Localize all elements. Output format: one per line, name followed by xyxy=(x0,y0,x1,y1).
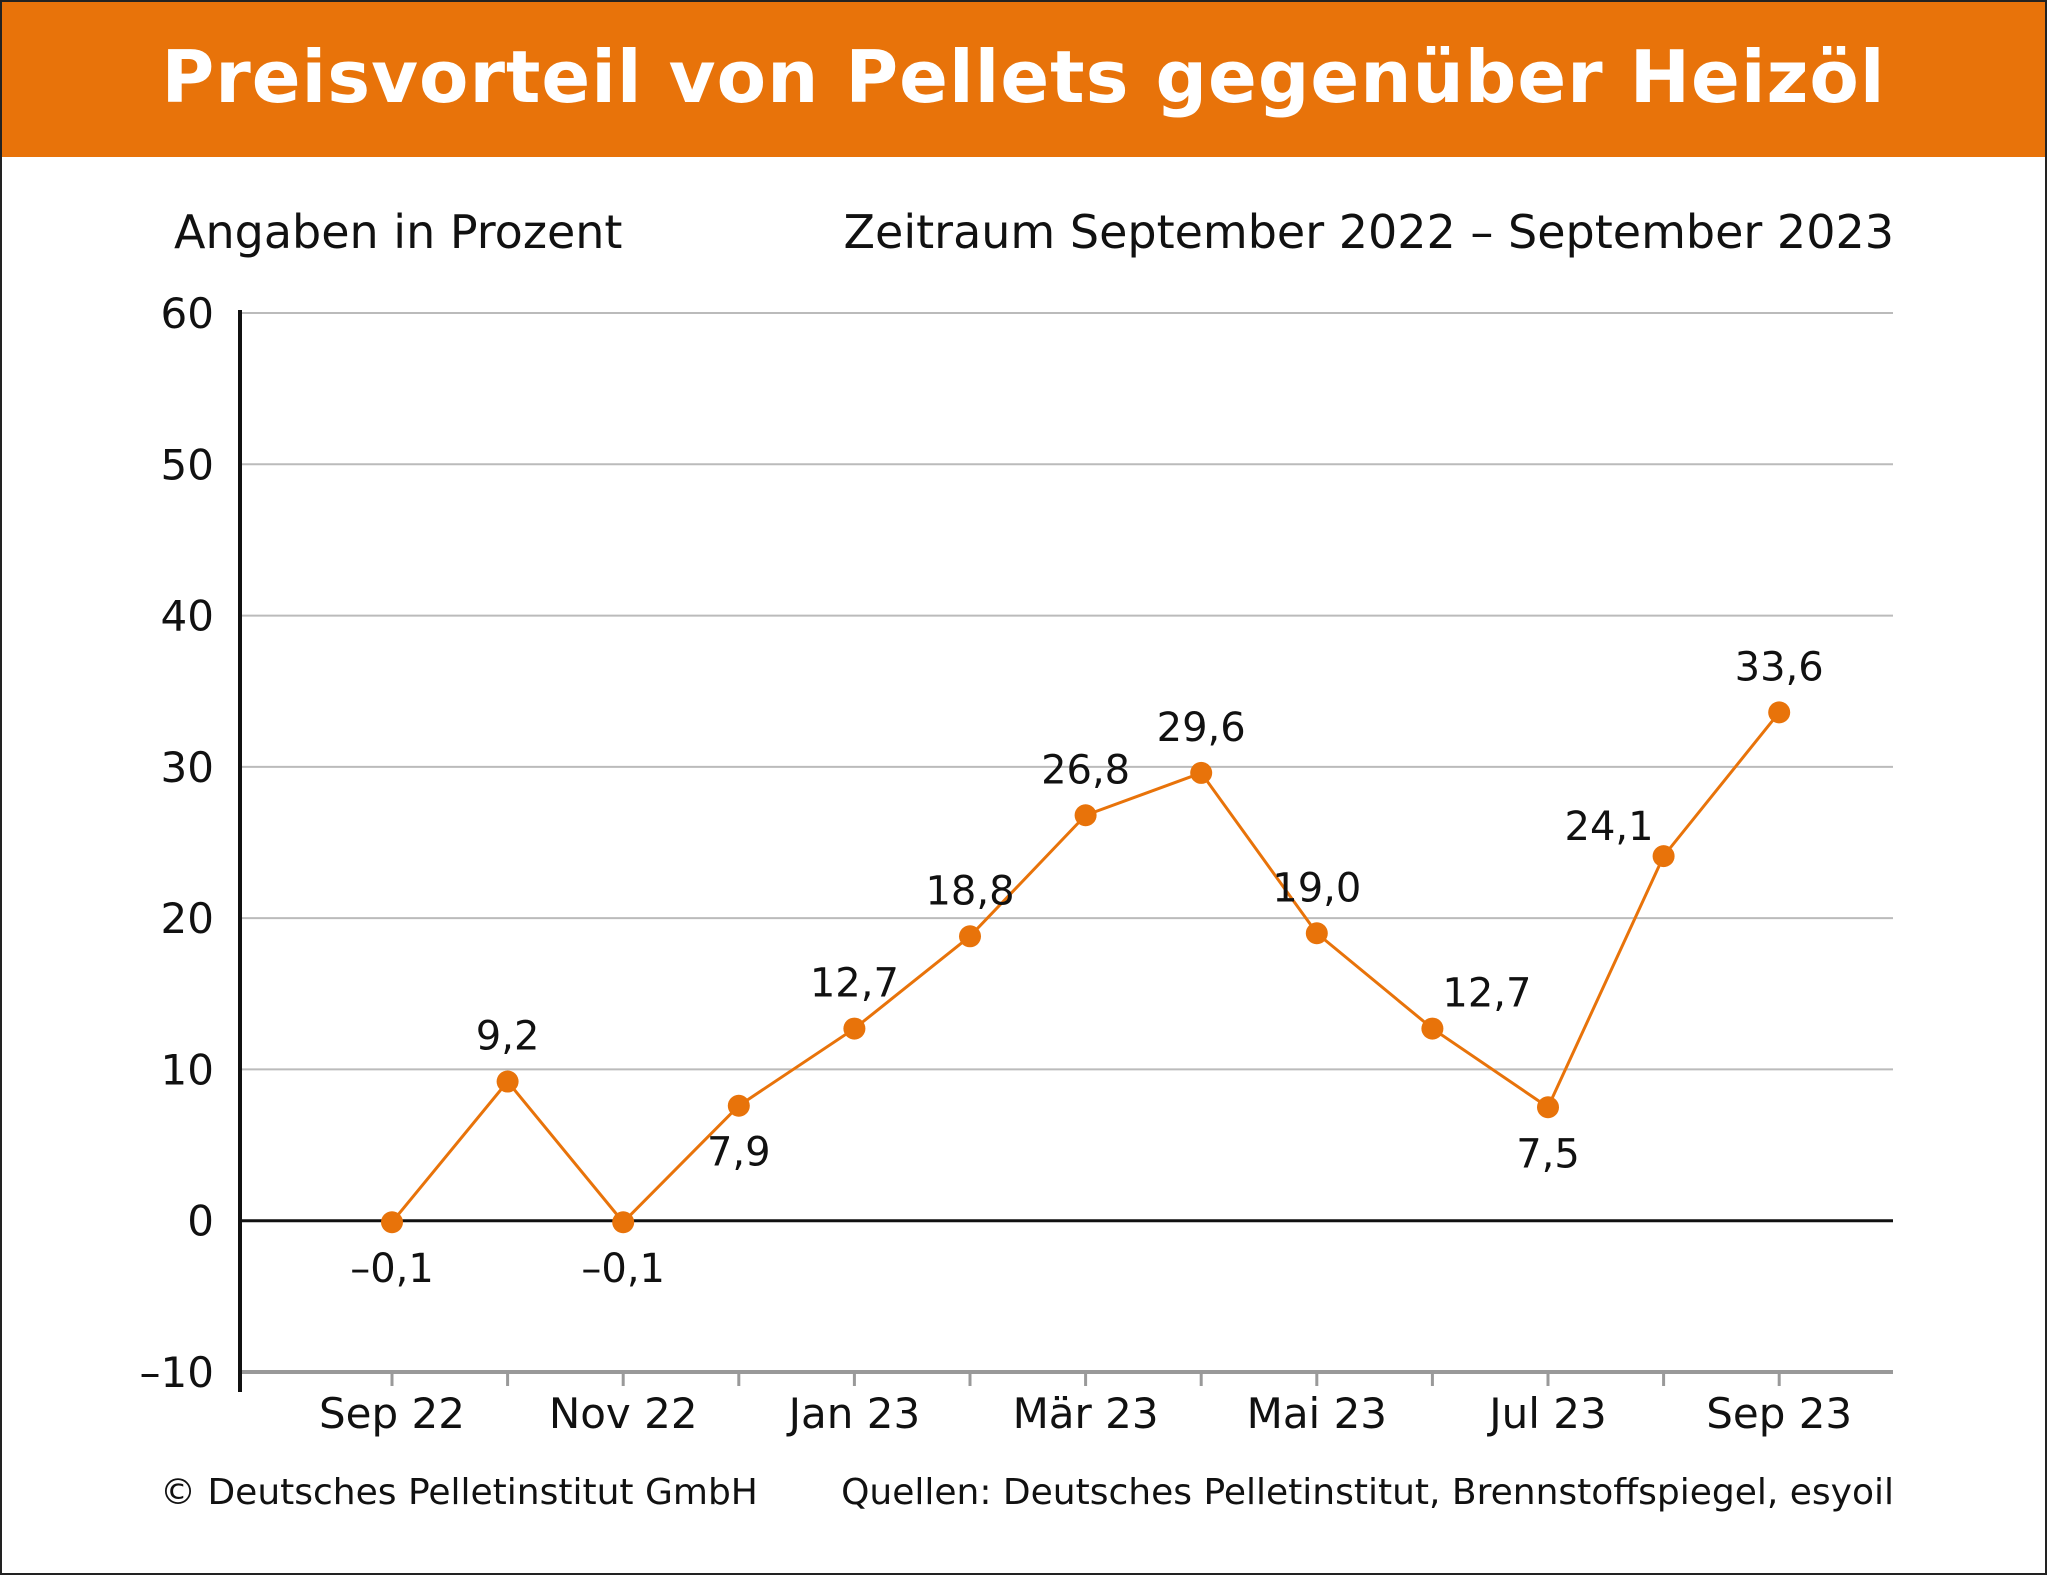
y-tick-label: 20 xyxy=(161,894,214,943)
data-point xyxy=(1652,845,1675,868)
data-label: 19,0 xyxy=(1272,865,1361,911)
y-tick-label: 50 xyxy=(161,440,214,489)
data-point xyxy=(727,1094,750,1117)
y-tick-label: 40 xyxy=(161,592,214,641)
data-label: 33,6 xyxy=(1735,644,1824,690)
data-point xyxy=(381,1211,403,1234)
x-tick-label: Mai 23 xyxy=(1247,1389,1387,1438)
y-axis-unit-label: Angaben in Prozent xyxy=(174,205,623,259)
x-tick-label: Nov 22 xyxy=(549,1389,698,1438)
x-tick-label: Jan 23 xyxy=(786,1389,921,1438)
data-point xyxy=(496,1070,519,1093)
data-label: –0,1 xyxy=(581,1246,665,1292)
data-point xyxy=(612,1211,635,1234)
data-label: 9,2 xyxy=(476,1014,540,1060)
y-tick-label: 60 xyxy=(161,289,214,338)
y-tick-label: 10 xyxy=(161,1045,214,1094)
copyright-note: © Deutsches Pelletinstitut GmbH xyxy=(160,1472,758,1513)
chart-title: Preisvorteil von Pellets gegenüber Heizö… xyxy=(2,2,2045,157)
x-tick-label: Sep 22 xyxy=(319,1389,465,1438)
x-tick-label: Sep 23 xyxy=(1706,1389,1852,1438)
data-label: 18,8 xyxy=(925,868,1014,914)
data-point xyxy=(1768,701,1791,724)
data-label: 7,9 xyxy=(707,1130,771,1176)
y-tick-label: 0 xyxy=(187,1197,214,1246)
data-label: 29,6 xyxy=(1157,705,1246,751)
data-point xyxy=(1074,804,1097,827)
data-label: 24,1 xyxy=(1565,804,1654,850)
data-point xyxy=(959,925,981,948)
y-tick-label: –10 xyxy=(140,1348,214,1397)
y-tick-label: 30 xyxy=(161,743,214,792)
data-point xyxy=(1421,1017,1444,1040)
data-point xyxy=(1537,1096,1559,1119)
x-tick-label: Mär 23 xyxy=(1013,1389,1159,1438)
x-tick-label: Jul 23 xyxy=(1486,1389,1606,1438)
period-label: Zeitraum September 2022 – September 2023 xyxy=(843,205,1894,259)
source-note: Quellen: Deutsches Pelletinstitut, Brenn… xyxy=(841,1472,1894,1513)
data-point xyxy=(1190,761,1213,784)
data-point xyxy=(1305,922,1328,945)
data-label: 26,8 xyxy=(1041,747,1130,793)
data-label: 12,7 xyxy=(810,961,899,1007)
data-label: –0,1 xyxy=(350,1246,434,1292)
data-point xyxy=(843,1017,866,1040)
data-label: 12,7 xyxy=(1442,971,1531,1017)
data-label: 7,5 xyxy=(1516,1131,1580,1177)
